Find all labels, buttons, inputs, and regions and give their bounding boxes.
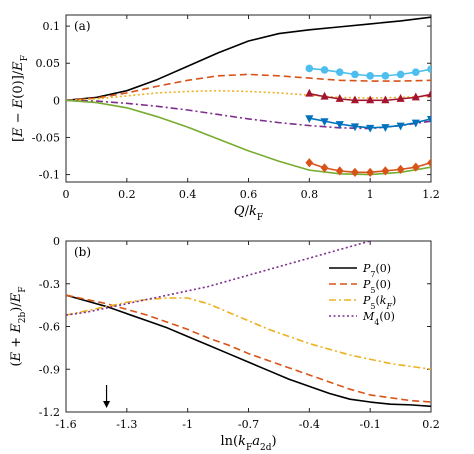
circle-marker: [381, 72, 390, 80]
y-tick-label: -1.2: [39, 406, 60, 419]
diamond-marker: [320, 163, 329, 173]
triangle-down-marker: [366, 124, 375, 133]
triangle-down-marker: [305, 115, 314, 124]
y-tick-label: -0.9: [39, 363, 60, 376]
y-tick-label: 0: [53, 235, 60, 248]
x-tick-label: 0.6: [240, 188, 258, 201]
series-line: [66, 73, 431, 102]
y-tick-label: 0.05: [36, 57, 61, 70]
legend-label: P5(0): [362, 278, 391, 295]
panel-a: 0 0.2 0.4 0.6 0.8 1 1.2 -0.1 -0.05 0 0.05 0.1 (a) Q/k…: [11, 14, 440, 223]
diamond-marker: [411, 162, 420, 172]
triangle-down-marker: [396, 122, 405, 131]
y-tick-label: 0.1: [43, 20, 61, 33]
triangle-up-marker: [305, 88, 314, 97]
triangle-up-marker: [320, 91, 329, 100]
y-tick-label: -0.05: [32, 131, 60, 144]
panel-label: (b): [74, 245, 91, 259]
circle-marker: [411, 68, 420, 76]
arrow-head: [103, 401, 111, 408]
series-line: [66, 99, 431, 176]
triangle-up-marker: [350, 95, 360, 104]
circle-marker: [427, 65, 431, 73]
legend-label: P7(0): [362, 262, 391, 279]
diamond-marker: [351, 167, 359, 177]
x-tick-label: 0: [63, 188, 70, 201]
x-tick-label: -0.7: [238, 418, 259, 431]
y-tick-label: -0.6: [39, 321, 60, 334]
diamond-marker: [396, 164, 405, 174]
series-group: [66, 16, 431, 177]
x-tick-label: 1: [367, 188, 374, 201]
series-line: [66, 16, 431, 102]
x-tick-label: -1.3: [116, 418, 137, 431]
triangle-down-marker: [426, 115, 431, 124]
x-tick-label: -1.6: [55, 418, 76, 431]
legend-label: M4(0): [362, 310, 395, 327]
y-tick-label: -0.1: [39, 169, 60, 182]
circle-marker: [305, 64, 314, 73]
diamond-marker: [381, 166, 390, 176]
series-line: [66, 294, 431, 403]
series-line: [66, 297, 431, 371]
x-tick-label: -0.4: [299, 418, 320, 431]
panel-b: -1.6 -1.3 -1 -0.7 -0.4 -0.1 0.2 0 -0.3 -0.6 -0.9 -1…: [9, 235, 440, 453]
x-tick-label: 1.2: [422, 188, 440, 201]
series-line: [66, 241, 371, 316]
diamond-marker: [427, 158, 431, 168]
series-line: [66, 99, 431, 130]
triangle-down-marker: [381, 124, 390, 132]
triangle-up-marker: [396, 94, 405, 102]
triangle-up-marker: [366, 95, 375, 104]
circle-marker: [335, 68, 344, 76]
x-tick-label: 0.4: [179, 188, 197, 201]
legend: P7(0)P5(0)P5(kF)M4(0): [325, 256, 425, 328]
series-group: [66, 241, 431, 408]
x-axis-label: ln(kFa2d): [220, 434, 276, 453]
diamond-marker: [305, 158, 314, 168]
triangle-up-marker: [411, 92, 420, 101]
y-axis-label: (E + E2b)/EF: [9, 287, 28, 367]
x-tick-label: -1: [182, 418, 193, 431]
legend-label: P5(kF): [362, 294, 396, 311]
triangle-up-marker: [381, 95, 390, 104]
y-tick-label: 0: [53, 94, 60, 107]
diamond-marker: [366, 167, 375, 177]
x-axis-label: Q/kF: [234, 204, 263, 223]
triangle-down-marker: [411, 119, 420, 128]
triangle-down-marker: [320, 118, 329, 127]
x-tick-label: 0.8: [301, 188, 319, 201]
circle-marker: [351, 70, 359, 79]
circle-marker: [366, 72, 374, 80]
triangle-down-marker: [335, 121, 344, 129]
diamond-marker: [335, 166, 344, 176]
triangle-down-marker: [350, 123, 360, 132]
y-tick-label: -0.3: [39, 278, 60, 291]
x-tick-label: -0.1: [360, 418, 381, 431]
circle-marker: [320, 66, 329, 74]
x-tick-label: 0.2: [118, 188, 136, 201]
circle-marker: [396, 70, 405, 79]
y-axis-label: [E − E(0)]/EF: [11, 55, 30, 142]
series-line: [66, 294, 431, 408]
panel-label: (a): [74, 19, 91, 33]
triangle-up-marker: [335, 94, 344, 102]
x-tick-label: 0.2: [422, 418, 440, 431]
triangle-up-marker: [426, 89, 431, 98]
